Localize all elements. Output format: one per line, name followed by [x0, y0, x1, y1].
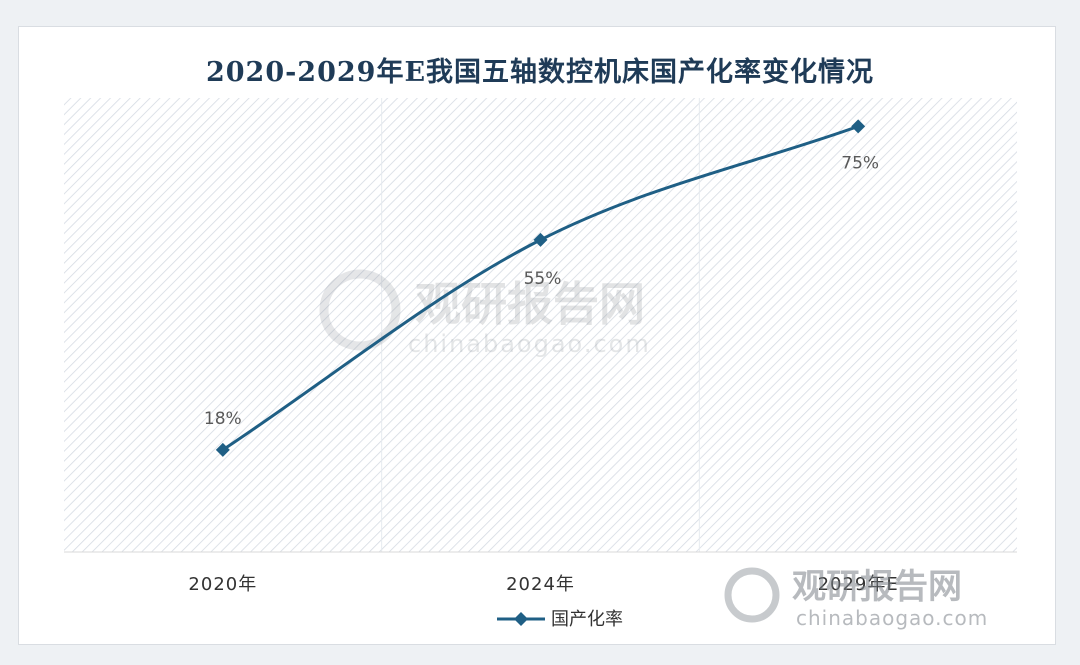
x-tick-label: 2024年 — [506, 574, 575, 595]
data-point-marker — [533, 232, 548, 247]
chart-title: 2020-2029年E我国五轴数控机床国产化率变化情况 — [205, 57, 875, 88]
x-tick-label: 2029年E — [818, 574, 899, 595]
data-label: 55% — [524, 269, 562, 289]
watermark-corner-logo-icon — [724, 567, 780, 623]
data-point-marker — [215, 442, 230, 457]
legend: 国产化率 — [497, 609, 623, 630]
legend-label: 国产化率 — [551, 609, 623, 630]
legend-marker-icon — [514, 612, 528, 626]
watermark-corner-url: chinabaogao.com — [796, 606, 988, 630]
data-label: 18% — [204, 409, 242, 429]
watermark-brand: 观研报告网 — [415, 277, 645, 331]
watermark-corner-brand: 观研报告网 — [792, 567, 962, 607]
plot-area — [64, 98, 1017, 552]
data-point-marker — [851, 119, 866, 134]
x-tick-label: 2020年 — [188, 574, 257, 595]
watermark-logo-icon — [319, 269, 401, 351]
data-label: 75% — [841, 153, 879, 173]
watermark-url: chinabaogao.com — [408, 330, 651, 358]
